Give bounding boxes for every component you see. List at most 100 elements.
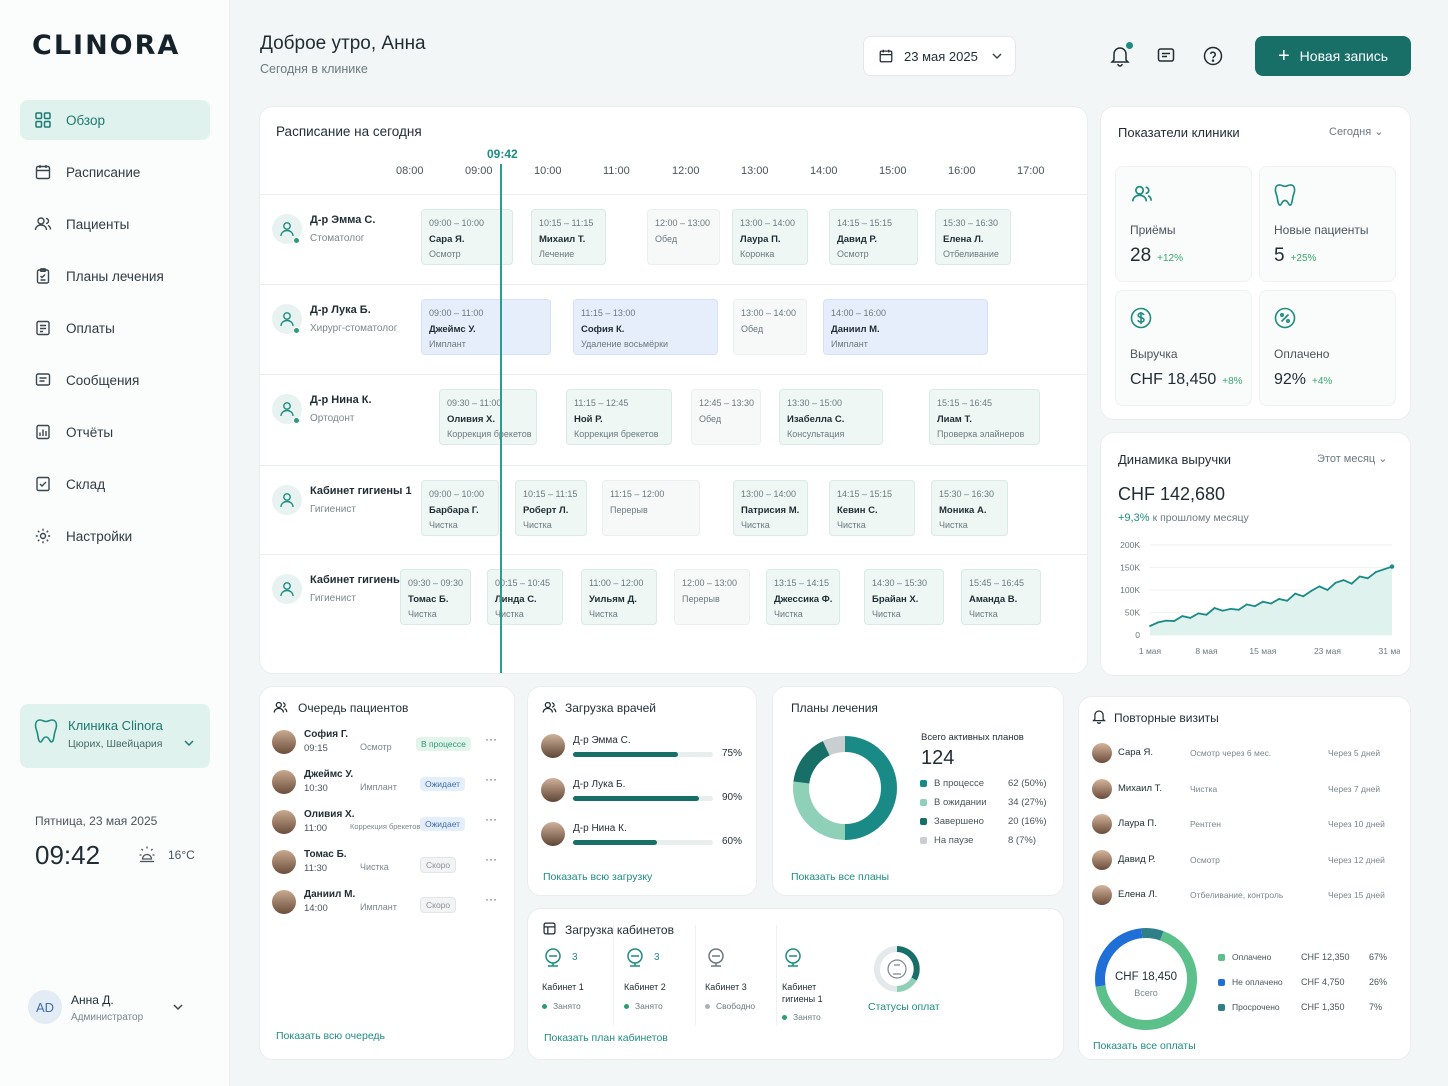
load-percent: 60% <box>722 836 743 847</box>
kpi-paid[interactable]: Оплачено 92% +4% <box>1259 290 1396 406</box>
appointment-block[interactable]: 13:15 – 14:15 Джессика Ф. Чистка <box>766 569 840 625</box>
legend-percent: 7% <box>1369 1002 1383 1012</box>
schedule-resource[interactable]: Д-р Эмма С. Стоматолог <box>272 204 400 254</box>
kpi-new-patients[interactable]: Новые пациенты 5 +25% <box>1259 166 1396 282</box>
revenue-point <box>1326 589 1329 591</box>
appointment-block[interactable]: 09:00 – 11:00 Джеймс У. Имплант <box>421 299 551 355</box>
dental-chair-icon <box>705 946 727 968</box>
sidebar-item-reports[interactable]: Отчёты <box>20 412 210 452</box>
sidebar-item-plans[interactable]: Планы лечения <box>20 256 210 296</box>
more-menu-icon[interactable]: ··· <box>485 812 497 826</box>
resource-name: Д-р Нина К. <box>310 394 372 406</box>
sidebar-item-messages[interactable]: Сообщения <box>20 360 210 400</box>
metrics-period-select[interactable]: Сегодня ⌄ <box>1329 125 1383 138</box>
appointment-block[interactable]: 14:00 – 16:00 Даниил М. Имплант <box>823 299 988 355</box>
revenue-point <box>1237 608 1240 611</box>
revenue-point <box>1318 585 1321 588</box>
appointment-block[interactable]: 13:00 – 14:00 Патрисия М. Чистка <box>733 480 808 536</box>
appointment-block[interactable]: 15:45 – 16:45 Аманда В. Чистка <box>961 569 1041 625</box>
appointment-service: Коррекция брекетов <box>574 429 659 439</box>
appointment-block[interactable]: 10:15 – 11:15 Роберт Л. Чистка <box>515 480 587 536</box>
date-picker[interactable]: 23 мая 2025 <box>863 36 1016 76</box>
more-menu-icon[interactable]: ··· <box>485 852 497 866</box>
sidebar-item-schedule[interactable]: Расписание <box>20 152 210 192</box>
revenue-period-select[interactable]: Этот месяц ⌄ <box>1317 452 1388 465</box>
legend-dot <box>920 817 927 825</box>
queue-service: Имплант <box>360 902 397 912</box>
queue-show-all-link[interactable]: Показать всю очередь <box>276 1030 386 1042</box>
appointment-block[interactable]: 15:15 – 16:45 Лиам Т. Проверка элайнеров <box>929 389 1040 445</box>
appointment-time: 00:15 – 10:45 <box>495 578 551 588</box>
doctor-avatar <box>541 778 565 802</box>
appointment-block[interactable]: 13:30 – 15:00 Изабелла С. Консультация <box>779 389 883 445</box>
divider <box>260 465 1088 466</box>
schedule-resource[interactable]: Д-р Нина К. Ортодонт <box>272 384 400 434</box>
appointment-block[interactable]: 12:45 – 13:30 Обед <box>691 389 761 445</box>
appointment-block[interactable]: 00:15 – 10:45 Линда С. Чистка <box>487 569 563 625</box>
chevron-down-icon[interactable] <box>173 1004 183 1011</box>
avatar[interactable]: AD <box>28 990 62 1024</box>
more-menu-icon[interactable]: ··· <box>485 732 497 746</box>
payment-status-donut-icon[interactable] <box>872 944 922 994</box>
appointment-block[interactable]: 14:30 – 15:30 Брайан Х. Чистка <box>864 569 944 625</box>
notifications-button[interactable] <box>1106 42 1134 70</box>
appointment-block[interactable]: 14:15 – 15:15 Кевин С. Чистка <box>829 480 915 536</box>
more-menu-icon[interactable]: ··· <box>485 772 497 786</box>
app-logo[interactable]: CLINORA <box>32 30 181 61</box>
appointment-block[interactable]: 09:00 – 10:00 Барбара Г. Чистка <box>421 480 499 536</box>
appointment-service: Консультация <box>787 429 845 439</box>
x-tick-label: 23 мая <box>1314 646 1341 656</box>
schedule-resource[interactable]: Д-р Лука Б. Хирург-стоматолог <box>272 294 400 344</box>
doctor-load-link[interactable]: Показать всю загрузку <box>543 871 653 883</box>
schedule-hour-label: 16:00 <box>948 165 976 177</box>
room-name: Кабинет 3 <box>705 982 747 992</box>
messages-button[interactable] <box>1152 42 1180 70</box>
metrics-title: Показатели клиники <box>1118 125 1240 140</box>
payments-link[interactable]: Показать все оплаты <box>1093 1040 1196 1052</box>
appointment-block[interactable]: 15:30 – 16:30 Моника А. Чистка <box>931 480 1008 536</box>
appointment-block[interactable]: 12:00 – 13:00 Перерыв <box>674 569 750 625</box>
sidebar-item-settings[interactable]: Настройки <box>20 516 210 556</box>
doctor-name: Д-р Нина К. <box>573 823 627 834</box>
queue-status-badge: Скоро <box>420 897 457 913</box>
help-button[interactable] <box>1199 42 1227 70</box>
clinic-name: Клиника Clinora <box>68 718 163 733</box>
x-tick-label: 31 мая <box>1379 646 1401 656</box>
kpi-value: 28 <box>1130 245 1152 266</box>
payments-legend-item: Просрочено <box>1218 1002 1280 1013</box>
appointment-block[interactable]: 13:00 – 14:00 Обед <box>733 299 807 355</box>
more-menu-icon[interactable]: ··· <box>485 892 497 906</box>
appointment-block[interactable]: 13:00 – 14:00 Лаура П. Коронка <box>732 209 808 265</box>
recall-name: Сара Я. <box>1118 747 1153 758</box>
schedule-resource[interactable]: Кабинет гигиены 2 Гигиенист <box>272 564 412 614</box>
appointment-block[interactable]: 10:15 – 11:15 Михаил Т. Лечение <box>531 209 606 265</box>
new-appointment-button[interactable]: + Новая запись <box>1255 36 1411 76</box>
kpi-revenue[interactable]: Выручка CHF 18,450 +8% <box>1115 290 1252 406</box>
appointment-block[interactable]: 11:00 – 12:00 Уильям Д. Чистка <box>581 569 657 625</box>
payment-status-link[interactable]: Статусы оплат <box>868 1001 940 1013</box>
kpi-appointments[interactable]: Приёмы 28 +12% <box>1115 166 1252 282</box>
appointment-time: 15:30 – 16:30 <box>939 489 995 499</box>
users-icon <box>1131 185 1153 202</box>
appointment-block[interactable]: 11:15 – 13:00 София К. Удаление восьмёрки <box>573 299 718 355</box>
appointment-block[interactable]: 11:15 – 12:45 Ной Р. Коррекция брекетов <box>566 389 672 445</box>
appointment-block[interactable]: 11:15 – 12:00 Перерыв <box>602 480 700 536</box>
appointment-block[interactable]: 15:30 – 16:30 Елена Л. Отбеливание <box>935 209 1011 265</box>
appointment-block[interactable]: 09:30 – 11:00 Оливия Х. Коррекция брекетов <box>439 389 537 445</box>
schedule-resource[interactable]: Кабинет гигиены 1 Гигиенист <box>272 475 412 525</box>
sidebar-item-inventory[interactable]: Склад <box>20 464 210 504</box>
appointment-block[interactable]: 12:00 – 13:00 Обед <box>647 209 720 265</box>
appointment-block[interactable]: 09:00 – 10:00 Сара Я. Осмотр <box>421 209 513 265</box>
sidebar-item-payments[interactable]: Оплаты <box>20 308 210 348</box>
sidebar-nav: Обзор Расписание Пациенты Планы лечения … <box>20 100 210 568</box>
appointment-block[interactable]: 09:30 – 09:30 Томас Б. Чистка <box>400 569 471 625</box>
sidebar-item-patients[interactable]: Пациенты <box>20 204 210 244</box>
rooms-plan-link[interactable]: Показать план кабинетов <box>544 1032 668 1044</box>
clinic-switcher[interactable]: Клиника Clinora Цюрих, Швейцария <box>20 704 210 768</box>
legend-dot <box>1218 1003 1225 1011</box>
appointment-block[interactable]: 14:15 – 15:15 Давид Р. Осмотр <box>829 209 918 265</box>
plans-link[interactable]: Показать все планы <box>791 871 890 883</box>
room-status-label: Занято <box>553 1001 581 1011</box>
sidebar-item-overview[interactable]: Обзор <box>20 100 210 140</box>
patient-avatar <box>272 810 296 834</box>
